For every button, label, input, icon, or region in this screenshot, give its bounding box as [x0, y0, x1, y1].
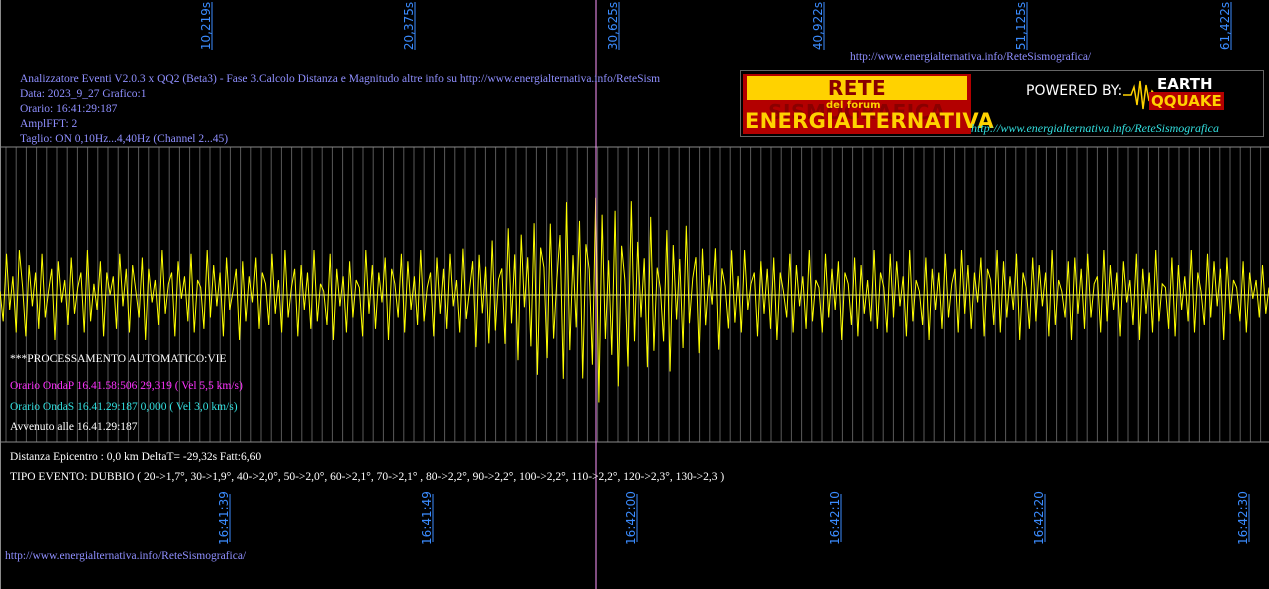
top-tick-label: 61,422s	[1218, 2, 1232, 50]
logo-powered-by: POWERED BY:	[1026, 83, 1123, 99]
top-tick-label: 51,125s	[1014, 2, 1028, 50]
bottom-tick-label: 16:42:30	[1236, 491, 1250, 545]
header-line-title: Analizzatore Eventi V2.0.3 x QQ2 (Beta3)…	[20, 73, 661, 85]
logo-url[interactable]: http://www.energialternativa.info/ReteSi…	[971, 121, 1219, 135]
bottom-tick-label: 16:41:39	[217, 491, 231, 545]
bottom-tick-label: 16:41:49	[420, 491, 434, 545]
bottom-axis-ticks: 16:41:39 16:41:49 16:42:00 16:42:10 16:42:20…	[217, 491, 1250, 545]
bottom-tick-label: 16:42:10	[828, 491, 842, 545]
top-tick-label: 30,625s	[606, 2, 620, 50]
logo-subtitle: del forum	[826, 100, 881, 111]
header-line-filter: Taglio: ON 0,10Hz...4,40Hz (Channel 2...…	[20, 133, 229, 145]
epicenter-distance: Distanza Epicentro : 0,0 km DeltaT= -29,…	[10, 451, 262, 463]
header-line-time: Orario: 16:41:29:187	[20, 103, 118, 115]
top-tick-label: 20,375s	[402, 2, 416, 50]
processing-status: ***PROCESSAMENTO AUTOMATICO:VIE	[10, 353, 227, 365]
event-type: TIPO EVENTO: DUBBIO ( 20->1,7°, 30->1,9°…	[10, 471, 725, 483]
logo-quake: QQUAKE	[1149, 92, 1224, 110]
top-axis-ticks: 10,219s 20,375s 30,625s 40,922s 51,125s 61,42…	[199, 2, 1232, 50]
event-time: Avvenuto alle 16.41.29:187	[10, 421, 138, 433]
header-line-ampl: AmplFFT: 2	[20, 118, 78, 130]
top-tick-label: 40,922s	[811, 2, 825, 50]
network-logo: RETE SISMOGRAFICA del forum ENERGIALTERN…	[740, 70, 1264, 137]
trace-line	[0, 197, 1269, 403]
seismic-trace	[0, 197, 1269, 403]
logo-title: RETE SISMOGRAFICA	[747, 76, 967, 124]
footer-url[interactable]: http://www.energialternativa.info/ReteSi…	[5, 550, 247, 562]
top-tick-label: 10,219s	[199, 2, 213, 50]
top-url[interactable]: http://www.energialternativa.info/ReteSi…	[850, 51, 1092, 63]
bottom-tick-label: 16:42:00	[624, 491, 638, 545]
header-line-date: Data: 2023_9_27 Grafico:1	[20, 88, 147, 100]
onda-s-time: Orario OndaS 16.41.29:187 0,000 ( Vel 3,…	[10, 401, 238, 413]
bottom-tick-label: 16:42:20	[1032, 491, 1046, 545]
logo-earth: EARTH	[1157, 75, 1213, 93]
logo-name: ENERGIALTERNATIVA	[745, 109, 994, 133]
onda-p-time: Orario OndaP 16.41.58:506 29,319 ( Vel 5…	[10, 380, 243, 392]
